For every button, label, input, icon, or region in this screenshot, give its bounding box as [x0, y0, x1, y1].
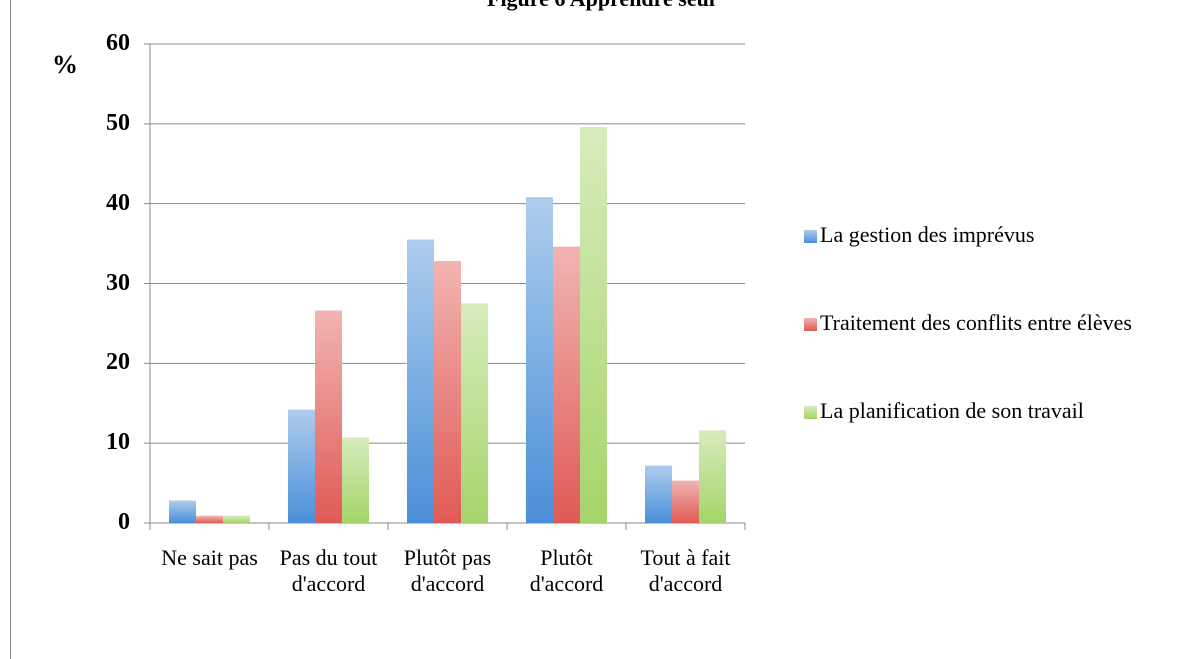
bar-shine [407, 239, 434, 523]
y-tick-label: 60 [106, 30, 130, 56]
chart-title: Figure 6 Apprendre seul [0, 0, 1202, 12]
legend-label: La gestion des imprévus [820, 222, 1035, 247]
y-tick-label: 50 [106, 109, 130, 136]
x-tick-label: Pas du tout d'accord [279, 545, 378, 596]
x-tick-label: Ne sait pas [161, 545, 258, 570]
legend-swatch-shine [804, 230, 817, 243]
legend-swatch-shine [804, 406, 817, 419]
bar-shine [196, 515, 223, 523]
bar-shine [672, 480, 699, 523]
bar-shine [526, 197, 553, 523]
bar-shine [580, 127, 607, 523]
bar-shine [288, 409, 315, 523]
y-tick-label: 0 [118, 509, 130, 535]
y-tick-label: 10 [106, 429, 130, 456]
x-tick-label: Plutôt d'accord [529, 545, 604, 596]
bar-shine [699, 430, 726, 523]
bar-shine [553, 246, 580, 523]
y-tick-label: 30 [106, 269, 130, 296]
legend-label: Traitement des conflits entre élèves [820, 310, 1132, 335]
bar-shine [645, 465, 672, 523]
bar-shine [169, 500, 196, 523]
bar-shine [342, 437, 369, 523]
y-tick-label: 40 [106, 189, 130, 216]
bar-shine [434, 261, 461, 523]
y-axis-label: % [52, 50, 78, 79]
x-tick-label: Tout à fait d'accord [640, 545, 731, 596]
legend-swatch-shine [804, 318, 817, 331]
bar-shine [223, 515, 250, 523]
bar-shine [461, 303, 488, 523]
y-tick-label: 20 [106, 349, 130, 376]
x-tick-label: Plutôt pas d'accord [403, 545, 492, 596]
bar-shine [315, 310, 342, 523]
legend-label: La planification de son travail [820, 398, 1084, 423]
